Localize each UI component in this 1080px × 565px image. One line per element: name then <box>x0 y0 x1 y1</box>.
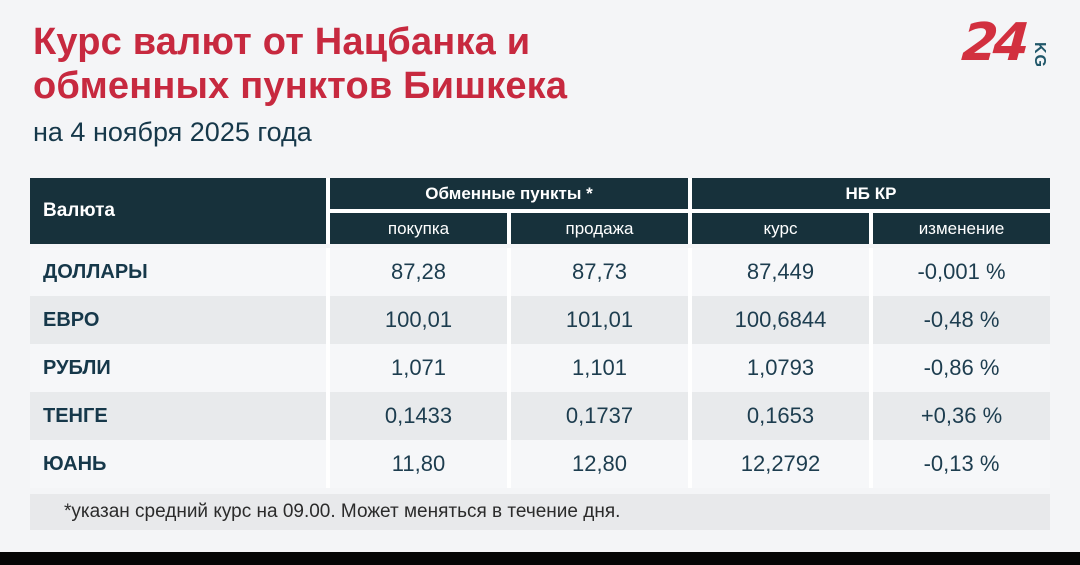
change-value: -0,13 % <box>873 440 1050 488</box>
sell-value: 1,101 <box>511 344 688 392</box>
nbkr-rate-value: 1,0793 <box>692 344 869 392</box>
page-title-line2: обменных пунктов Бишкека <box>33 65 568 107</box>
page-title: Курс валют от Нацбанка и обменных пункто… <box>33 20 567 108</box>
header-group-exchange-offices: Обменные пункты * <box>330 178 688 209</box>
24kg-logo: 24 KG <box>959 13 1052 73</box>
logo-24-numeral: 24 <box>959 13 1027 73</box>
change-value: -0,48 % <box>873 296 1050 344</box>
header-change: изменение <box>873 213 1050 244</box>
currency-name: РУБЛИ <box>30 344 326 392</box>
buy-value: 87,28 <box>330 248 507 296</box>
table-row-euro: ЕВРО 100,01 101,01 100,6844 -0,48 % <box>30 296 1050 344</box>
footnote: *указан средний курс на 09.00. Может мен… <box>30 494 1050 530</box>
header-groups-row: Обменные пункты * НБ КР <box>330 178 1050 209</box>
table-body: ДОЛЛАРЫ 87,28 87,73 87,449 -0,001 % ЕВРО… <box>30 248 1050 488</box>
header-subcolumns-row: покупка продажа курс изменение <box>330 213 1050 244</box>
date-subtitle: на 4 ноября 2025 года <box>33 117 312 147</box>
buy-value: 0,1433 <box>330 392 507 440</box>
change-value: -0,001 % <box>873 248 1050 296</box>
header-buy: покупка <box>330 213 507 244</box>
bottom-black-bar <box>0 552 1080 565</box>
page-title-line1: Курс валют от Нацбанка и <box>33 21 531 63</box>
header-group-nbkr: НБ КР <box>692 178 1050 209</box>
nbkr-rate-value: 87,449 <box>692 248 869 296</box>
header-right-block: Обменные пункты * НБ КР покупка продажа … <box>330 178 1050 244</box>
sell-value: 0,1737 <box>511 392 688 440</box>
sell-value: 12,80 <box>511 440 688 488</box>
table-row-yuan: ЮАНЬ 11,80 12,80 12,2792 -0,13 % <box>30 440 1050 488</box>
table-header: Валюта Обменные пункты * НБ КР покупка п… <box>30 178 1050 244</box>
buy-value: 100,01 <box>330 296 507 344</box>
currency-rates-table: Валюта Обменные пункты * НБ КР покупка п… <box>30 178 1050 488</box>
sell-value: 101,01 <box>511 296 688 344</box>
change-value: +0,36 % <box>873 392 1050 440</box>
header-sell: продажа <box>511 213 688 244</box>
nbkr-rate-value: 0,1653 <box>692 392 869 440</box>
currency-name: ЕВРО <box>30 296 326 344</box>
currency-name: ТЕНГЕ <box>30 392 326 440</box>
currency-name: ЮАНЬ <box>30 440 326 488</box>
nbkr-rate-value: 12,2792 <box>692 440 869 488</box>
header-rate: курс <box>692 213 869 244</box>
buy-value: 1,071 <box>330 344 507 392</box>
table-row-dollars: ДОЛЛАРЫ 87,28 87,73 87,449 -0,001 % <box>30 248 1050 296</box>
logo-kg-label: KG <box>1031 42 1048 68</box>
nbkr-rate-value: 100,6844 <box>692 296 869 344</box>
change-value: -0,86 % <box>873 344 1050 392</box>
table-row-rubles: РУБЛИ 1,071 1,101 1,0793 -0,86 % <box>30 344 1050 392</box>
sell-value: 87,73 <box>511 248 688 296</box>
header-currency: Валюта <box>30 178 326 244</box>
buy-value: 11,80 <box>330 440 507 488</box>
currency-name: ДОЛЛАРЫ <box>30 248 326 296</box>
table-row-tenge: ТЕНГЕ 0,1433 0,1737 0,1653 +0,36 % <box>30 392 1050 440</box>
